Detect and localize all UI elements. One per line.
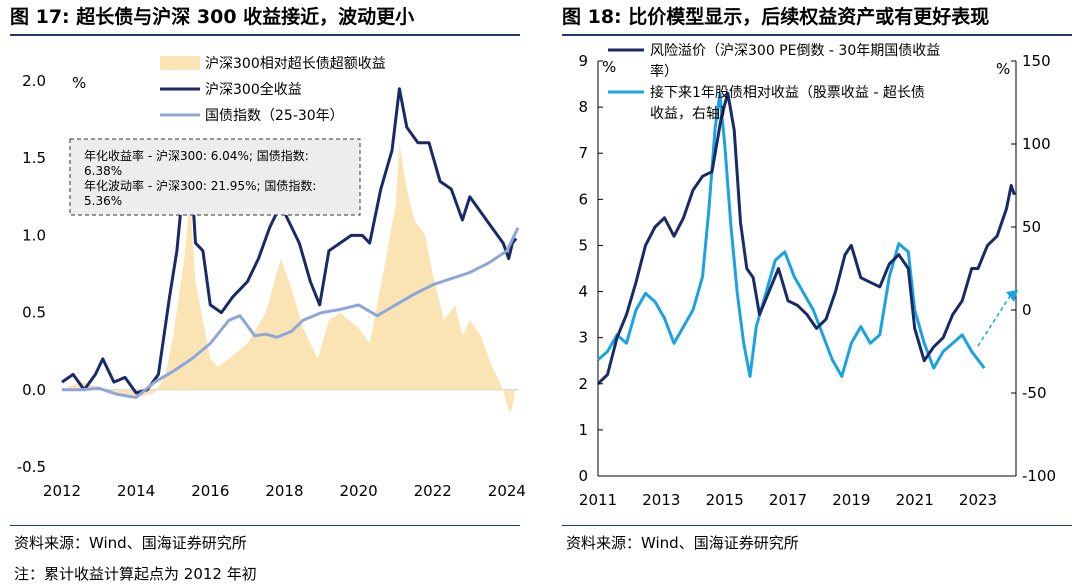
series-line-relative-return: [597, 92, 986, 378]
forecast-arrow: [977, 290, 1018, 347]
right-x-tick-label: 2019: [832, 491, 870, 509]
right-left-y-tick-label: 1: [578, 421, 588, 439]
left-x-tick-label: 2018: [265, 482, 303, 500]
annotation-line-4: 5.36%: [84, 194, 122, 208]
left-bottom-rule: [10, 525, 520, 526]
legend-label-excess-return: 沪深300相对超长债超额收益: [205, 56, 386, 72]
annotation-line-2: 6.38%: [84, 164, 122, 178]
legend-label-risk-premium-line1: 风险溢价（沪深300 PE倒数 - 30年期国债收益: [650, 43, 940, 59]
right-x-tick-label: 2021: [896, 491, 934, 509]
right-right-y-tick-label: 0: [1022, 301, 1032, 319]
legend-label-bond-index: 国债指数（25-30年）: [205, 108, 344, 124]
right-right-y-tick-label: -50: [1022, 384, 1047, 402]
left-y-tick-label: 2.0: [22, 72, 46, 90]
right-chart: % % 0 1 2 3 4 5 6 7 8 9 -100 -50 0 50 100 150 2011 2013 20…: [578, 43, 1056, 509]
left-source: 资料来源：Wind、国海证券研究所: [14, 534, 247, 552]
left-x-tick-label: 2014: [117, 482, 155, 500]
right-title-rule: [562, 34, 1072, 36]
right-x-tick-label: 2015: [706, 491, 744, 509]
right-left-y-tick-label: 7: [578, 144, 588, 162]
left-y-tick-label: 0.5: [22, 304, 46, 322]
right-right-y-tick-label: 150: [1022, 52, 1051, 70]
series-area-excess-return: [62, 142, 515, 414]
right-source: 资料来源：Wind、国海证券研究所: [566, 534, 799, 552]
right-x-tick-label: 2013: [642, 491, 680, 509]
right-left-y-tick-label: 8: [578, 98, 588, 116]
right-left-y-tick-label: 4: [578, 283, 588, 301]
right-right-y-tick-label: -100: [1022, 467, 1056, 485]
left-note: 注：累计收益计算起点为 2012 年初: [14, 565, 257, 583]
legend-label-csi300: 沪深300全收益: [205, 81, 302, 98]
right-figure-title: 图 18: 比价模型显示，后续权益资产或有更好表现: [562, 6, 990, 28]
left-figure-title: 图 17: 超长债与沪深 300 收益接近，波动更小: [10, 6, 415, 28]
right-left-y-tick-label: 6: [578, 190, 588, 208]
left-x-tick-label: 2022: [414, 482, 452, 500]
right-left-y-tick-label: 2: [578, 375, 588, 393]
left-y-tick-label: 0.0: [22, 381, 46, 399]
right-bottom-rule: [562, 525, 1072, 526]
series-line-bond-index: [62, 227, 520, 399]
left-y-tick-label: 1.0: [22, 226, 46, 244]
legend-label-relative-return-line2: 收益，右轴）: [650, 106, 734, 122]
left-unit-label: %: [72, 74, 86, 92]
annotation-box: 年化收益率 - 沪深300: 6.04%; 国债指数: 6.38% 年化波动率 …: [69, 138, 361, 216]
right-x-tick-label: 2023: [959, 491, 997, 509]
right-x-tick-label: 2011: [579, 491, 617, 509]
right-left-y-tick-label: 9: [578, 52, 588, 70]
annotation-line-3: 年化波动率 - 沪深300: 21.95%; 国债指数:: [84, 178, 316, 193]
legend-label-relative-return-line1: 接下来1年股债相对收益（股票收益 - 超长债: [650, 84, 925, 101]
series-line-risk-premium: [596, 91, 1016, 385]
right-right-unit: %: [996, 60, 1010, 78]
right-left-unit: %: [602, 58, 616, 76]
right-left-y-tick-label: 3: [578, 329, 588, 347]
right-right-y-tick-label: 100: [1022, 135, 1051, 153]
left-x-tick-label: 2024: [488, 482, 526, 500]
left-title-rule: [10, 34, 520, 36]
right-x-tick-label: 2017: [769, 491, 807, 509]
right-left-y-tick-label: 5: [578, 236, 588, 254]
left-y-tick-label: -0.5: [17, 458, 46, 476]
legend-label-risk-premium-line2: 率）: [650, 63, 678, 80]
right-right-y-tick-label: 50: [1022, 218, 1041, 236]
left-y-tick-label: 1.5: [22, 149, 46, 167]
legend-swatch-excess-return: [160, 56, 200, 70]
left-x-tick-label: 2020: [339, 482, 377, 500]
annotation-line-1: 年化收益率 - 沪深300: 6.04%; 国债指数:: [84, 148, 309, 163]
left-chart: % -0.5 0.0 0.5 1.0 1.5 2.0 2012 2014 2016 2018 202…: [17, 56, 526, 500]
right-left-y-tick-label: 0: [578, 467, 588, 485]
left-x-tick-label: 2012: [43, 482, 81, 500]
left-x-tick-label: 2016: [191, 482, 229, 500]
